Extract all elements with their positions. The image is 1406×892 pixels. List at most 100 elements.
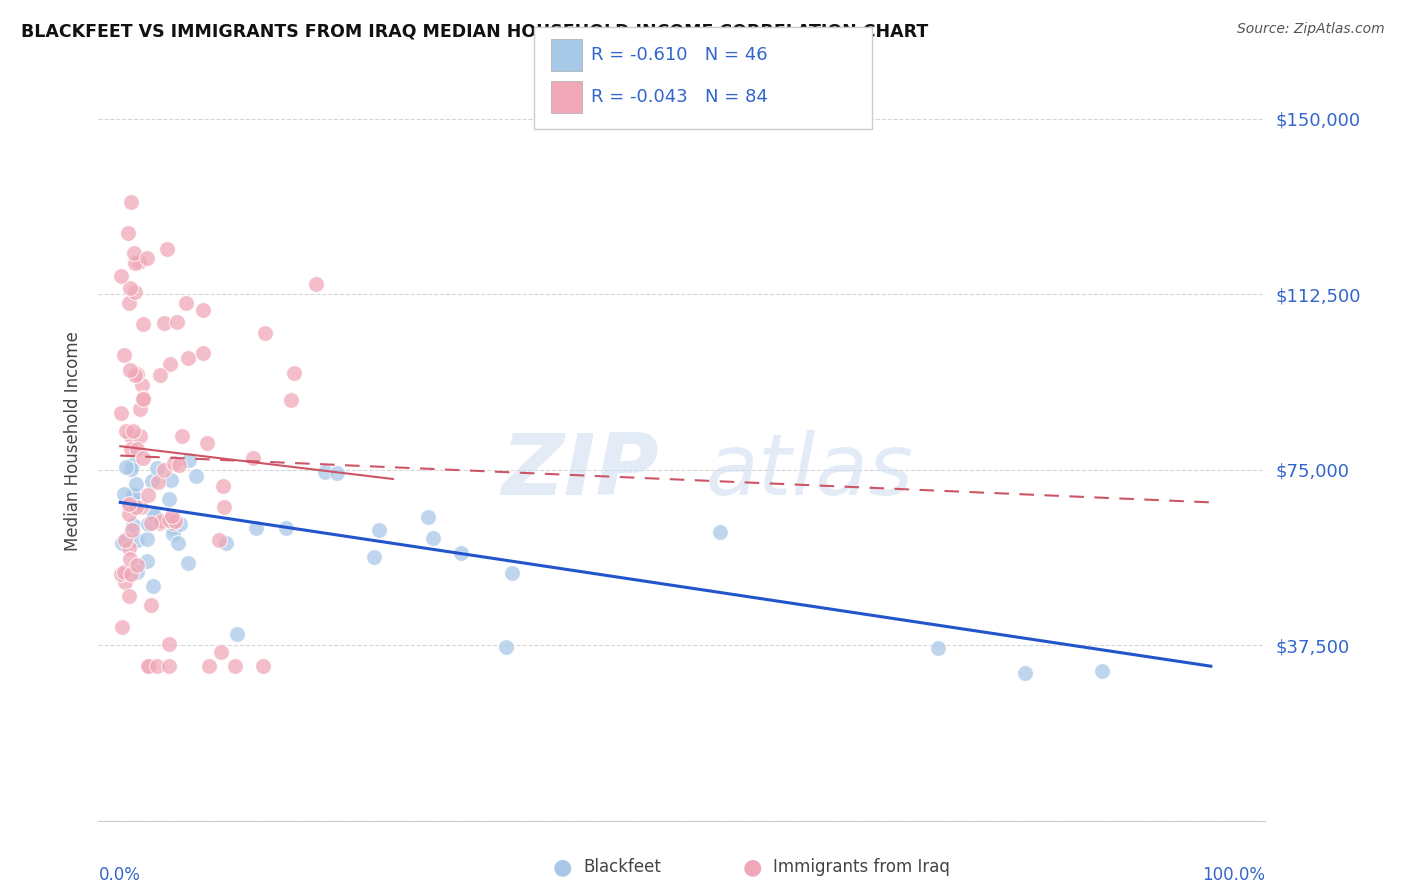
Point — [135, 533, 157, 547]
Point — [132, 392, 155, 407]
Point — [141, 474, 163, 488]
Point — [120, 442, 142, 457]
Point — [118, 507, 141, 521]
Point — [136, 488, 159, 502]
Point — [136, 659, 159, 673]
Text: 100.0%: 100.0% — [1202, 866, 1265, 884]
Point — [120, 428, 142, 442]
Point — [274, 520, 297, 534]
Point — [146, 461, 169, 475]
Point — [146, 659, 169, 673]
Point — [118, 589, 141, 603]
Point — [129, 429, 152, 443]
Text: Immigrants from Iraq: Immigrants from Iraq — [773, 858, 950, 876]
Point — [314, 465, 336, 479]
Point — [118, 551, 141, 566]
Point — [245, 521, 267, 535]
Point — [150, 514, 173, 528]
Text: ●: ● — [742, 857, 762, 877]
Point — [191, 346, 214, 360]
Point — [118, 498, 141, 512]
Point — [326, 466, 349, 480]
Point — [115, 459, 138, 474]
Point — [139, 516, 162, 530]
Point — [167, 458, 190, 472]
Point — [129, 500, 152, 515]
Point — [118, 296, 141, 310]
Point — [242, 451, 264, 466]
Point — [120, 566, 142, 581]
Text: R = -0.610   N = 46: R = -0.610 N = 46 — [591, 46, 768, 64]
Point — [131, 378, 153, 392]
Point — [709, 525, 731, 540]
Point — [252, 659, 274, 673]
Point — [253, 326, 276, 341]
Point — [128, 495, 150, 509]
Point — [165, 514, 187, 528]
Point — [927, 641, 949, 656]
Point — [121, 487, 143, 501]
Point — [127, 442, 149, 456]
Point — [127, 368, 149, 382]
Point — [124, 256, 146, 270]
Point — [157, 513, 180, 527]
Point — [208, 533, 231, 548]
Point — [124, 368, 146, 382]
Point — [122, 246, 145, 260]
Point — [209, 645, 232, 659]
Point — [157, 491, 180, 506]
Point — [120, 462, 142, 476]
Point — [501, 566, 523, 581]
Point — [191, 302, 214, 317]
Point — [121, 424, 143, 438]
Point — [136, 517, 159, 532]
Point — [156, 243, 179, 257]
Point — [214, 535, 236, 549]
Point — [114, 533, 136, 547]
Point — [118, 281, 141, 295]
Point — [166, 535, 188, 549]
Point — [143, 508, 166, 522]
Point — [111, 535, 134, 549]
Point — [110, 406, 132, 420]
Point — [153, 463, 176, 477]
Point — [212, 479, 235, 493]
Point — [224, 659, 246, 673]
Point — [225, 627, 247, 641]
Point — [176, 557, 198, 571]
Point — [124, 285, 146, 299]
Text: atlas: atlas — [706, 430, 914, 514]
Y-axis label: Median Household Income: Median Household Income — [63, 332, 82, 551]
Point — [143, 510, 166, 524]
Point — [110, 620, 132, 634]
Text: Source: ZipAtlas.com: Source: ZipAtlas.com — [1237, 22, 1385, 37]
Point — [112, 486, 135, 500]
Point — [115, 424, 138, 438]
Point — [149, 516, 172, 531]
Point — [214, 500, 236, 514]
Text: Blackfeet: Blackfeet — [583, 858, 661, 876]
Point — [127, 565, 149, 579]
Point — [305, 277, 328, 292]
Point — [1014, 666, 1036, 681]
Point — [114, 575, 136, 590]
Point — [136, 251, 159, 265]
Point — [146, 475, 169, 490]
Point — [118, 497, 141, 511]
Point — [157, 637, 180, 651]
Point — [135, 554, 157, 568]
Point — [163, 456, 186, 470]
Point — [149, 368, 172, 383]
Point — [132, 450, 155, 465]
Point — [112, 565, 135, 579]
Point — [118, 541, 141, 555]
Point — [139, 598, 162, 612]
Point — [367, 523, 389, 537]
Point — [127, 533, 149, 547]
Point — [162, 527, 184, 541]
Point — [283, 366, 305, 380]
Point — [110, 567, 132, 582]
Point — [450, 546, 472, 560]
Point — [122, 488, 145, 502]
Point — [363, 549, 385, 564]
